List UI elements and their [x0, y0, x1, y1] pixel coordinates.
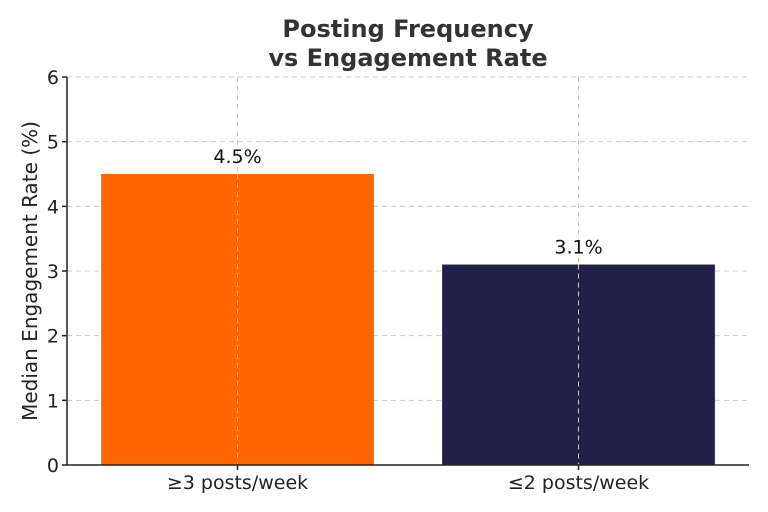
y-tick-label: 3 — [47, 261, 59, 283]
chart-title-line-1: Posting Frequency — [282, 15, 534, 43]
data-labels: 4.5% 3.1% — [213, 146, 602, 259]
y-tick-label: 2 — [47, 326, 59, 348]
bar-data-label: 3.1% — [554, 237, 602, 259]
y-tick-label: 1 — [47, 390, 59, 412]
y-tick-labels: 0 1 2 3 4 5 6 — [47, 67, 59, 477]
x-tick-labels: ≥3 posts/week ≤2 posts/week — [167, 472, 649, 494]
y-tick-label: 0 — [47, 455, 59, 477]
bar-data-label: 4.5% — [213, 146, 261, 168]
y-axis-label: Median Engagement Rate (%) — [18, 121, 42, 421]
chart-title-line-2: vs Engagement Rate — [268, 44, 547, 72]
x-tick-label: ≥3 posts/week — [167, 472, 308, 494]
chart-title: Posting Frequency vs Engagement Rate — [268, 15, 547, 72]
bars — [101, 174, 715, 465]
y-tick-label: 6 — [47, 67, 59, 89]
y-tick-label: 4 — [47, 196, 59, 218]
y-tick-label: 5 — [47, 132, 59, 154]
axes — [62, 76, 749, 470]
x-tick-label: ≤2 posts/week — [508, 472, 649, 494]
